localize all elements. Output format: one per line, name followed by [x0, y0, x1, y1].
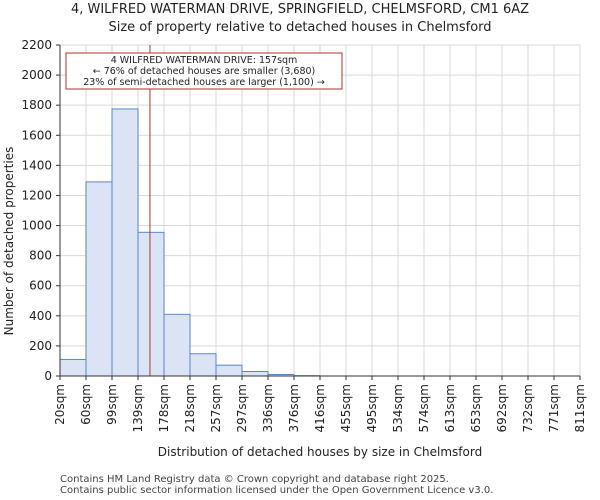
histogram-bar: [241, 370, 269, 377]
y-axis-label: Number of detached properties: [2, 147, 16, 336]
y-tick-label: 800: [29, 249, 52, 263]
x-tick-label: 495sqm: [365, 384, 379, 432]
y-tick-label: 1000: [21, 219, 52, 233]
y-tick-label: 400: [29, 309, 52, 323]
y-tick-label: 0: [44, 369, 52, 383]
x-tick-label: 692sqm: [495, 384, 509, 432]
x-tick-label: 60sqm: [79, 384, 93, 425]
x-tick-label: 653sqm: [469, 384, 483, 432]
histogram-bar: [111, 108, 139, 377]
histogram-bar: [215, 364, 243, 377]
histogram-bar: [137, 231, 165, 377]
x-tick-label: 771sqm: [547, 384, 561, 432]
annotation-frame: [65, 52, 343, 90]
annotation-line-1: 4 WILFRED WATERMAN DRIVE: 157sqm: [111, 55, 298, 66]
x-tick-label: 613sqm: [443, 384, 457, 432]
x-tick-label: 139sqm: [131, 384, 145, 432]
x-tick-label: 336sqm: [261, 384, 275, 432]
annotation-line-2: ← 76% of detached houses are smaller (3,…: [93, 66, 316, 77]
x-tick-label: 416sqm: [313, 384, 327, 432]
x-tick-labels: 20sqm 60sqm 99sqm 139sqm 178sqm 218sqm 257sqm 2…: [53, 384, 587, 432]
annotation-box: 4 WILFRED WATERMAN DRIVE: 157sqm ← 76% o…: [65, 52, 343, 90]
chart-title: 4, WILFRED WATERMAN DRIVE, SPRINGFIELD, …: [70, 2, 530, 17]
histogram-bar: [85, 181, 113, 377]
footer-copyright: Contains HM Land Registry data © Crown c…: [60, 474, 449, 485]
x-tick-label: 20sqm: [53, 384, 67, 425]
x-tick-label: 178sqm: [157, 384, 171, 432]
bars: [59, 108, 321, 377]
x-tick-label: 574sqm: [417, 384, 431, 432]
x-tick-label: 811sqm: [573, 384, 587, 432]
y-tick-label: 200: [29, 339, 52, 353]
chart-subtitle: Size of property relative to detached ho…: [108, 20, 492, 35]
annotation-line-3: 23% of semi-detached houses are larger (…: [83, 77, 325, 88]
x-tick-label: 218sqm: [183, 384, 197, 432]
histogram-bar: [189, 353, 217, 377]
x-tick-label: 99sqm: [105, 384, 119, 425]
y-tick-label: 1200: [21, 188, 52, 202]
y-tick-label: 2000: [21, 68, 52, 82]
x-axis-label: Distribution of detached houses by size …: [158, 445, 482, 459]
y-tick-label: 1600: [21, 128, 52, 142]
x-tick-label: 257sqm: [209, 384, 223, 432]
x-tick-label: 297sqm: [235, 384, 249, 432]
x-tick-label: 534sqm: [391, 384, 405, 432]
y-tick-label: 1800: [21, 98, 52, 112]
y-tick-label: 1400: [21, 158, 52, 172]
y-tick-label: 600: [29, 279, 52, 293]
y-tick-labels: 0 200 400 600 800 1000 1200 1400 1600 1800 2000 220…: [21, 38, 52, 383]
histogram-bar: [163, 313, 191, 377]
y-tick-label: 2200: [21, 38, 52, 52]
x-tick-label: 376sqm: [287, 384, 301, 432]
x-tick-label: 455sqm: [339, 384, 353, 432]
x-tick-label: 732sqm: [521, 384, 535, 432]
axes: [56, 44, 581, 380]
footer-licence: Contains public sector information licen…: [60, 485, 494, 496]
histogram-bar: [59, 358, 87, 377]
